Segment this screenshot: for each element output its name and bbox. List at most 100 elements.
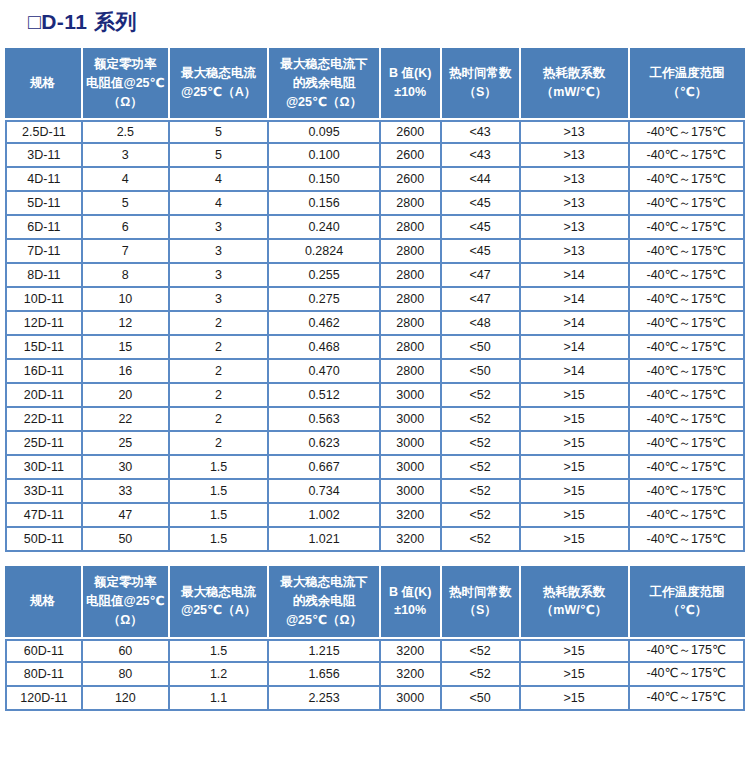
value-cell: 20 — [83, 384, 170, 408]
value-cell: 3 — [170, 288, 269, 312]
value-cell: -40℃～175℃ — [630, 216, 746, 240]
value-cell: 2.253 — [269, 687, 381, 711]
value-cell: 2800 — [381, 264, 442, 288]
value-cell: 2800 — [381, 312, 442, 336]
value-cell: -40℃～175℃ — [630, 384, 746, 408]
page-title: □D-11 系列 — [28, 8, 750, 36]
value-cell: 1.5 — [170, 480, 269, 504]
value-cell: 1.002 — [269, 504, 381, 528]
value-cell: 1.1 — [170, 687, 269, 711]
value-cell: 7 — [83, 240, 170, 264]
value-cell: 2 — [170, 360, 269, 384]
table-row: 3D-11350.1002600<43>13-40℃～175℃ — [5, 144, 745, 168]
value-cell: >13 — [521, 240, 630, 264]
value-cell: 1.215 — [269, 639, 381, 663]
value-cell: 33 — [83, 480, 170, 504]
spec-model-cell: 60D-11 — [5, 639, 83, 663]
value-cell: 2800 — [381, 216, 442, 240]
value-cell: <47 — [442, 288, 521, 312]
spec-table-secondary: 规格额定零功率 电阻值@25℃ （Ω）最大稳态电流 @25℃（A）最大稳态电流下… — [5, 566, 745, 710]
spec-model-cell: 80D-11 — [5, 663, 83, 687]
value-cell: 2600 — [381, 168, 442, 192]
value-cell: 3000 — [381, 384, 442, 408]
value-cell: >14 — [521, 312, 630, 336]
value-cell: 2800 — [381, 336, 442, 360]
value-cell: -40℃～175℃ — [630, 288, 746, 312]
value-cell: 0.2824 — [269, 240, 381, 264]
spec-model-cell: 12D-11 — [5, 312, 83, 336]
table-row: 60D-11601.51.2153200<52>15-40℃～175℃ — [5, 639, 745, 663]
value-cell: <44 — [442, 168, 521, 192]
value-cell: 1.2 — [170, 663, 269, 687]
value-cell: 3 — [170, 264, 269, 288]
column-header-6: 热耗散系数 （mW/℃） — [521, 566, 630, 638]
value-cell: 25 — [83, 432, 170, 456]
value-cell: 0.100 — [269, 144, 381, 168]
column-header-3: 最大稳态电流下 的残余电阻 @25℃（Ω） — [269, 566, 381, 638]
value-cell: 16 — [83, 360, 170, 384]
table-row: 5D-11540.1562800<45>13-40℃～175℃ — [5, 192, 745, 216]
value-cell: <52 — [442, 384, 521, 408]
value-cell: >13 — [521, 216, 630, 240]
value-cell: 2 — [170, 336, 269, 360]
value-cell: 3 — [83, 144, 170, 168]
table-row: 15D-111520.4682800<50>14-40℃～175℃ — [5, 336, 745, 360]
value-cell: <50 — [442, 360, 521, 384]
column-header-7: 工作温度范围 （℃） — [630, 48, 746, 120]
value-cell: 0.512 — [269, 384, 381, 408]
value-cell: <52 — [442, 639, 521, 663]
value-cell: <52 — [442, 528, 521, 552]
value-cell: 30 — [83, 456, 170, 480]
table-row: 80D-11801.21.6563200<52>15-40℃～175℃ — [5, 663, 745, 687]
table-row: 6D-11630.2402800<45>13-40℃～175℃ — [5, 216, 745, 240]
column-header-5: 热时间常数 （S） — [442, 48, 521, 120]
column-header-5: 热时间常数 （S） — [442, 566, 521, 638]
value-cell: 2 — [170, 384, 269, 408]
value-cell: 4 — [170, 168, 269, 192]
value-cell: <50 — [442, 336, 521, 360]
value-cell: >13 — [521, 192, 630, 216]
column-header-2: 最大稳态电流 @25℃（A） — [170, 48, 269, 120]
value-cell: -40℃～175℃ — [630, 336, 746, 360]
column-header-4: B 值(K) ±10% — [381, 48, 442, 120]
value-cell: -40℃～175℃ — [630, 240, 746, 264]
table-row: 50D-11501.51.0213200<52>15-40℃～175℃ — [5, 528, 745, 552]
value-cell: 8 — [83, 264, 170, 288]
value-cell: <52 — [442, 456, 521, 480]
value-cell: -40℃～175℃ — [630, 312, 746, 336]
spec-model-cell: 47D-11 — [5, 504, 83, 528]
value-cell: 0.095 — [269, 120, 381, 144]
value-cell: 0.462 — [269, 312, 381, 336]
value-cell: 0.623 — [269, 432, 381, 456]
value-cell: >15 — [521, 504, 630, 528]
value-cell: 2.5 — [83, 120, 170, 144]
value-cell: <52 — [442, 432, 521, 456]
value-cell: 1.5 — [170, 456, 269, 480]
value-cell: >15 — [521, 528, 630, 552]
value-cell: 0.275 — [269, 288, 381, 312]
value-cell: 15 — [83, 336, 170, 360]
value-cell: 3000 — [381, 432, 442, 456]
column-header-7: 工作温度范围 （℃） — [630, 566, 746, 638]
value-cell: <52 — [442, 480, 521, 504]
spec-model-cell: 4D-11 — [5, 168, 83, 192]
value-cell: 1.5 — [170, 528, 269, 552]
value-cell: 1.5 — [170, 639, 269, 663]
value-cell: 3000 — [381, 480, 442, 504]
value-cell: <50 — [442, 687, 521, 711]
value-cell: -40℃～175℃ — [630, 168, 746, 192]
spec-model-cell: 120D-11 — [5, 687, 83, 711]
spec-model-cell: 6D-11 — [5, 216, 83, 240]
column-header-2: 最大稳态电流 @25℃（A） — [170, 566, 269, 638]
spec-model-cell: 30D-11 — [5, 456, 83, 480]
value-cell: 2800 — [381, 288, 442, 312]
value-cell: -40℃～175℃ — [630, 687, 746, 711]
value-cell: -40℃～175℃ — [630, 528, 746, 552]
spec-model-cell: 8D-11 — [5, 264, 83, 288]
spec-model-cell: 3D-11 — [5, 144, 83, 168]
table-row: 8D-11830.2552800<47>14-40℃～175℃ — [5, 264, 745, 288]
value-cell: >15 — [521, 408, 630, 432]
spec-model-cell: 25D-11 — [5, 432, 83, 456]
value-cell: -40℃～175℃ — [630, 120, 746, 144]
value-cell: 3 — [170, 216, 269, 240]
